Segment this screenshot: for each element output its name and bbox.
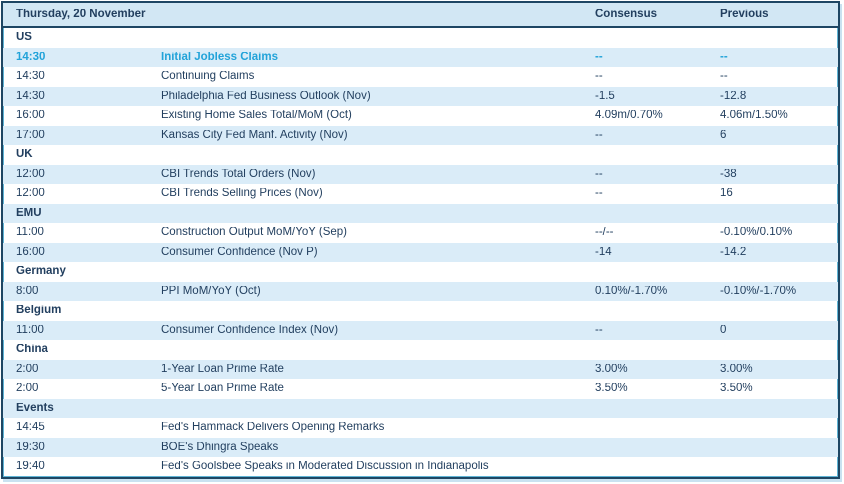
time-cell: 2:00 [16, 363, 39, 375]
event-cell: Consumer Confidence Index (Nov) [161, 324, 339, 336]
table-row: 11:00 Construction Output MoM/YoY (Sep) --… [3, 223, 838, 243]
table-row: 12:00 CBI Trends Total Orders (Nov) -- -38 [3, 164, 838, 185]
table-row: 19:30 BOE's Dhingra Speaks [3, 437, 838, 458]
table-row: 14:30 Initial Jobless Claims -- -- [3, 47, 838, 68]
event-cell: Existing Home Sales Total/MoM (Oct) [161, 110, 352, 122]
table-row: 12:00 CBI Trends Selling Prices (Nov) -- 16 [3, 184, 838, 204]
time-cell: 11:00 [16, 324, 44, 336]
previous-cell: -0.10%/0.10% [720, 227, 793, 239]
event-cell: PPI MoM/YoY (Oct) [161, 285, 261, 297]
time-cell: 16:00 [16, 246, 45, 258]
table-row: 8:00 PPI MoM/YoY (Oct) 0.10%/-1.70% -0.10%/… [3, 281, 838, 302]
section-name: EMU [16, 207, 42, 219]
consensus-cell: --/-- [595, 227, 614, 239]
event-cell: Kansas City Fed Manf. Activity (Nov) [161, 129, 348, 141]
previous-cell: 4.06m/1.50% [720, 110, 788, 122]
time-cell: 12:00 [16, 168, 45, 180]
date-header: Thursday, 20 November [16, 8, 146, 20]
table-row: 17:00 Kansas City Fed Manf. Activity (Nov… [3, 125, 838, 146]
table-row: 19:40 Fed's Goolsbee Speaks in Moderated … [3, 457, 838, 477]
section-header-row: Germany [3, 262, 838, 282]
previous-cell: -- [720, 71, 728, 83]
table-header-row: Thursday, 20 November Consensus Previous [3, 3, 838, 28]
event-cell: Continuing Claims [161, 71, 255, 83]
table-row: 16:00 Consumer Confidence (Nov P) -14 -14.2 [3, 242, 838, 263]
consensus-cell: -14 [595, 246, 612, 258]
time-cell: 12:00 [16, 188, 45, 200]
section-header-row: China [3, 340, 838, 360]
event-cell: 1-Year Loan Prime Rate [161, 363, 284, 375]
consensus-cell: -- [595, 71, 603, 83]
time-cell: 14:30 [16, 51, 46, 63]
table-row: 2:00 1-Year Loan Prime Rate 3.00% 3.00% [3, 359, 838, 380]
section-header-row: US [3, 28, 838, 48]
event-cell: Construction Output MoM/YoY (Sep) [161, 227, 348, 239]
consensus-cell: -1.5 [595, 90, 615, 102]
section-name: Germany [16, 266, 66, 278]
previous-cell: 0 [720, 324, 727, 336]
event-cell: Fed's Goolsbee Speaks in Moderated Discu… [161, 461, 489, 473]
section-name: Belgium [16, 305, 62, 317]
event-cell: CBI Trends Selling Prices (Nov) [161, 188, 323, 200]
calendar-body: US 14:30 Initial Jobless Claims -- -- 14:30 Co… [3, 28, 838, 477]
table-row: 2:00 5-Year Loan Prime Rate 3.50% 3.50% [3, 379, 838, 399]
event-cell: Fed's Hammack Delivers Opening Remarks [161, 422, 385, 434]
table-row: 16:00 Existing Home Sales Total/MoM (Oct)… [3, 106, 838, 126]
consensus-cell: 3.00% [595, 363, 628, 375]
table-row: 14:45 Fed's Hammack Delivers Opening Rema… [3, 418, 838, 438]
consensus-cell: 4.09m/0.70% [595, 110, 663, 122]
previous-cell: -- [720, 51, 728, 63]
section-name: China [16, 344, 48, 356]
time-cell: 14:30 [16, 90, 45, 102]
previous-cell: -38 [720, 168, 737, 180]
section-name: US [16, 32, 32, 43]
time-cell: 16:00 [16, 110, 45, 122]
time-cell: 11:00 [16, 227, 44, 239]
consensus-cell: -- [595, 168, 603, 180]
previous-cell: 6 [720, 129, 727, 141]
section-header-row: EMU [3, 203, 838, 224]
time-cell: 8:00 [16, 285, 39, 297]
previous-cell: 3.00% [720, 363, 753, 375]
table-row: 14:30 Continuing Claims -- -- [3, 67, 838, 87]
section-header-row: Belgium [3, 301, 838, 321]
consensus-cell: -- [595, 324, 603, 336]
time-cell: 2:00 [16, 383, 39, 395]
consensus-column-header: Consensus [595, 8, 657, 20]
event-cell: Consumer Confidence (Nov P) [161, 246, 318, 258]
previous-cell: -0.10%/-1.70% [720, 285, 797, 297]
section-name: UK [16, 149, 33, 161]
event-cell: Initial Jobless Claims [161, 51, 278, 63]
time-cell: 14:30 [16, 71, 45, 83]
table-row: 11:00 Consumer Confidence Index (Nov) -- 0 [3, 320, 838, 341]
section-header-row: Events [3, 398, 838, 419]
section-header-row: UK [3, 145, 838, 165]
time-cell: 19:30 [16, 441, 45, 453]
section-name: Events [16, 402, 54, 414]
time-cell: 17:00 [16, 129, 45, 141]
previous-cell: -14.2 [720, 246, 747, 258]
consensus-cell: 0.10%/-1.70% [595, 285, 668, 297]
event-cell: CBI Trends Total Orders (Nov) [161, 168, 316, 180]
event-cell: 5-Year Loan Prime Rate [161, 383, 284, 395]
event-cell: Philadelphia Fed Business Outlook (Nov) [161, 90, 371, 102]
consensus-cell: -- [595, 188, 603, 200]
table-row: 14:30 Philadelphia Fed Business Outlook (… [3, 86, 838, 107]
consensus-cell: -- [595, 129, 603, 141]
event-cell: BOE's Dhingra Speaks [161, 441, 279, 453]
previous-cell: 16 [720, 188, 733, 200]
consensus-cell: 3.50% [595, 383, 628, 395]
previous-column-header: Previous [720, 8, 769, 20]
time-cell: 14:45 [16, 422, 45, 434]
previous-cell: 3.50% [720, 383, 753, 395]
previous-cell: -12.8 [720, 90, 747, 102]
consensus-cell: -- [595, 51, 603, 63]
time-cell: 19:40 [16, 461, 45, 473]
